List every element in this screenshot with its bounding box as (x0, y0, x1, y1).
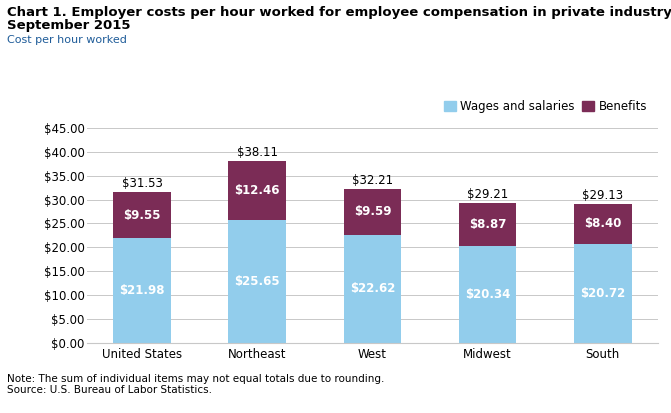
Text: Chart 1. Employer costs per hour worked for employee compensation in private ind: Chart 1. Employer costs per hour worked … (7, 6, 671, 19)
Text: $29.13: $29.13 (582, 189, 623, 202)
Bar (574, 204, 631, 244)
Text: $20.72: $20.72 (580, 287, 625, 300)
Text: $8.40: $8.40 (584, 217, 621, 230)
Text: $31.53: $31.53 (121, 178, 162, 190)
Text: Cost per hour worked: Cost per hour worked (7, 35, 127, 45)
Text: $25.65: $25.65 (234, 275, 280, 288)
Bar (574, 244, 631, 343)
Bar (228, 161, 286, 221)
Bar (113, 238, 170, 343)
Text: $32.21: $32.21 (352, 174, 393, 187)
Text: $22.62: $22.62 (350, 282, 395, 295)
Bar (344, 235, 401, 343)
Text: $21.98: $21.98 (119, 284, 164, 297)
Bar (459, 203, 517, 246)
Text: $38.11: $38.11 (237, 146, 278, 159)
Text: $12.46: $12.46 (234, 184, 280, 197)
Text: $9.59: $9.59 (354, 205, 391, 218)
Text: $9.55: $9.55 (123, 209, 161, 222)
Bar (459, 246, 517, 343)
Text: $20.34: $20.34 (465, 288, 511, 301)
Legend: Wages and salaries, Benefits: Wages and salaries, Benefits (439, 95, 652, 118)
Bar (228, 221, 286, 343)
Text: $8.87: $8.87 (469, 218, 507, 231)
Text: $29.21: $29.21 (467, 188, 508, 202)
Bar (344, 189, 401, 235)
Text: Note: The sum of individual items may not equal totals due to rounding.
Source: : Note: The sum of individual items may no… (7, 374, 384, 395)
Bar (113, 192, 170, 238)
Text: September 2015: September 2015 (7, 19, 130, 31)
